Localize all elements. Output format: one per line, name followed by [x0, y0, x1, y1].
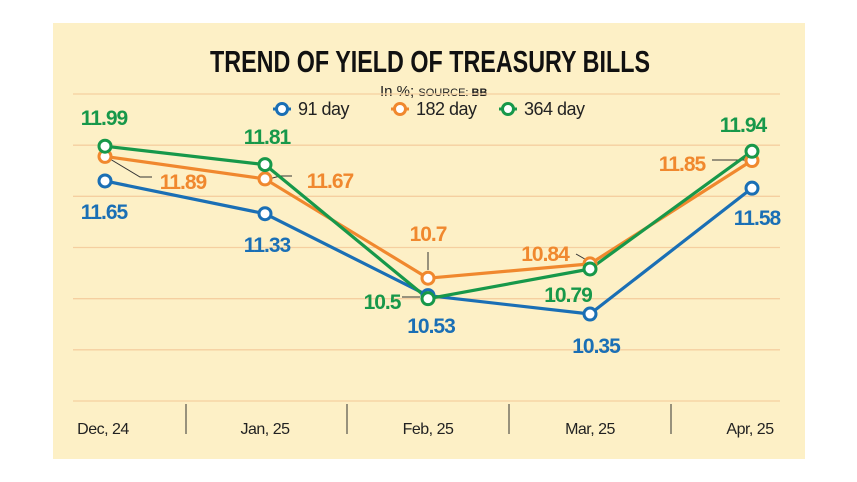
legend-marker [501, 102, 515, 116]
data-point [257, 171, 273, 187]
data-label: 11.65 [81, 201, 129, 224]
chart-subtitle: In %; SOURCE: BB [380, 83, 487, 100]
series-lines [97, 138, 760, 322]
data-point [257, 157, 273, 173]
gridlines [73, 93, 780, 402]
data-label: 10.84 [521, 243, 570, 266]
data-point [582, 261, 598, 277]
data-point [744, 143, 760, 159]
x-tick-label: Dec, 24 [77, 421, 129, 438]
subtitle-unit: In %; [380, 83, 418, 100]
data-point [97, 138, 113, 154]
legend-label: 182 day [416, 99, 477, 119]
x-tick-label: Jan, 25 [241, 421, 291, 438]
subtitle-source-label: SOURCE: [418, 87, 471, 99]
legend-marker [275, 102, 289, 116]
data-label: 10.53 [407, 315, 455, 338]
data-label: 11.33 [244, 234, 291, 257]
data-label: 10.79 [544, 284, 592, 307]
data-point [257, 206, 273, 222]
data-label: 11.94 [720, 114, 768, 137]
data-label: 11.99 [81, 107, 128, 130]
legend-label: 364 day [524, 99, 585, 119]
data-label: 11.85 [659, 153, 707, 176]
x-tick-label: Feb, 25 [403, 421, 454, 438]
data-point [420, 291, 436, 307]
data-label: 10.7 [410, 223, 447, 246]
data-label: 11.58 [734, 207, 782, 230]
legend-label: 91 day [298, 99, 350, 119]
data-point [420, 270, 436, 286]
data-label: 11.89 [160, 171, 207, 194]
data-labels: 11.65 11.33 10.53 10.35 11.58 11.89 11.67 10.7 1… [81, 107, 783, 358]
data-point [744, 180, 760, 196]
chart-title: TREND OF YIELD OF TREASURY BILLS [210, 44, 650, 79]
x-tick-label: Apr, 25 [726, 421, 774, 438]
label-leader-line [104, 155, 152, 178]
legend: 91 day 182 day 364 day [273, 99, 586, 119]
data-label: 10.5 [364, 291, 402, 314]
data-label: 11.67 [307, 170, 354, 193]
data-label: 11.81 [244, 126, 292, 149]
data-label: 10.35 [572, 335, 621, 358]
data-point [97, 173, 113, 189]
legend-marker [393, 102, 407, 116]
subtitle-source: BB [472, 87, 488, 99]
chart-background [53, 23, 805, 459]
x-tick-label: Mar, 25 [565, 421, 615, 438]
data-point [582, 306, 598, 322]
x-axis: Dec, 24 Jan, 25 Feb, 25 Mar, 25 Apr, 25 [77, 404, 775, 438]
